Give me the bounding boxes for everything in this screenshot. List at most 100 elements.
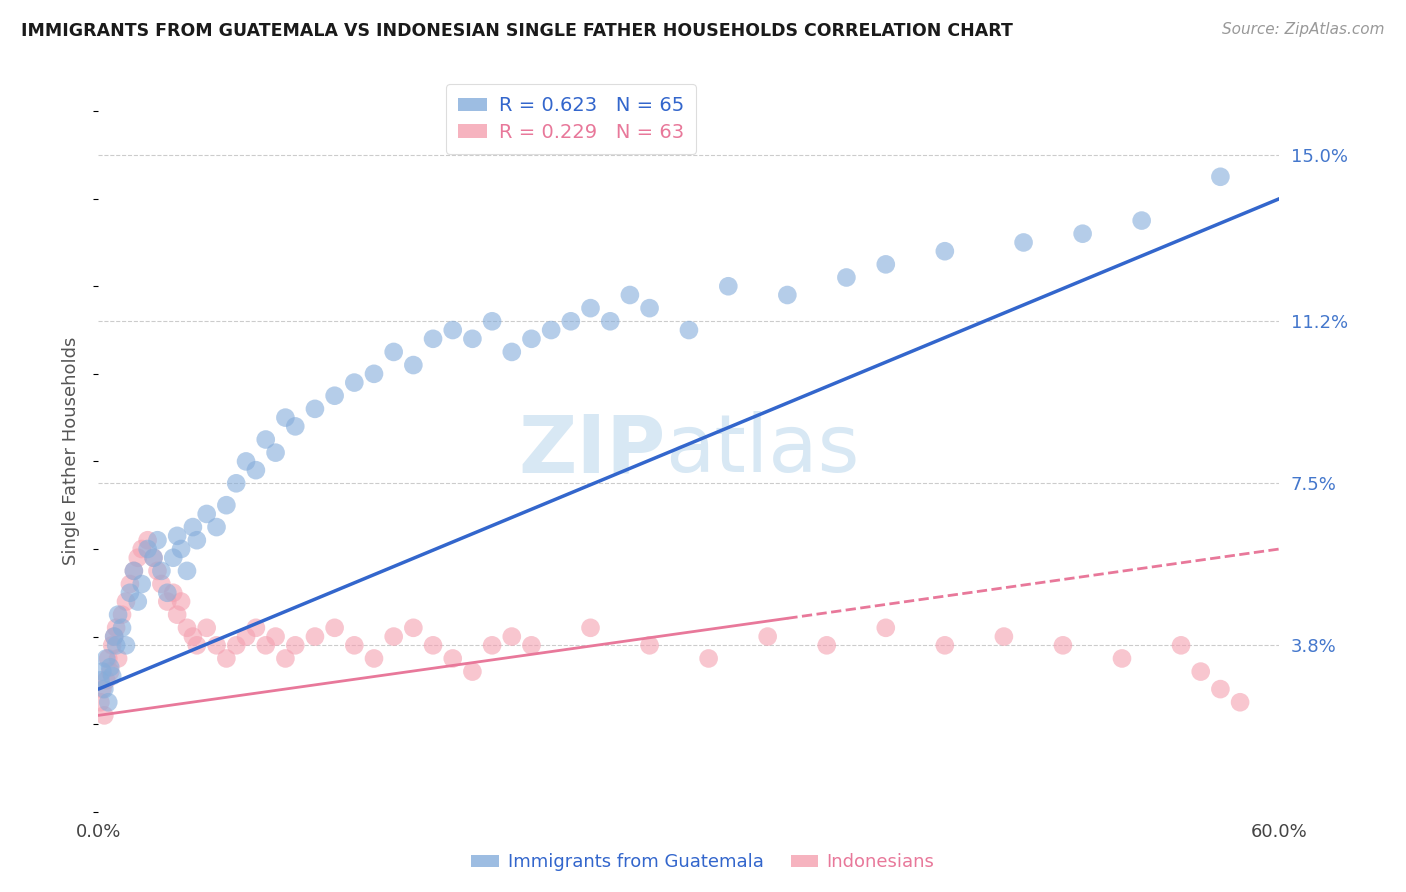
Point	[1111, 651, 1133, 665]
Point	[599, 314, 621, 328]
Point	[131, 577, 153, 591]
Point	[1052, 638, 1074, 652]
Point	[934, 244, 956, 259]
Legend: Immigrants from Guatemala, Indonesians: Immigrants from Guatemala, Indonesians	[464, 847, 942, 879]
Point	[638, 638, 661, 652]
Point	[363, 367, 385, 381]
Point	[150, 577, 173, 591]
Point	[107, 651, 129, 665]
Point	[638, 301, 661, 315]
Point	[105, 638, 128, 652]
Point	[115, 638, 138, 652]
Text: atlas: atlas	[665, 411, 859, 490]
Point	[235, 454, 257, 468]
Point	[254, 433, 277, 447]
Point	[93, 682, 115, 697]
Point	[97, 695, 120, 709]
Point	[284, 419, 307, 434]
Point	[156, 594, 179, 608]
Point	[422, 638, 444, 652]
Point	[402, 358, 425, 372]
Point	[142, 550, 165, 565]
Point	[97, 651, 120, 665]
Point	[127, 550, 149, 565]
Point	[264, 630, 287, 644]
Point	[934, 638, 956, 652]
Point	[501, 630, 523, 644]
Point	[225, 638, 247, 652]
Point	[98, 660, 121, 674]
Point	[166, 607, 188, 622]
Text: IMMIGRANTS FROM GUATEMALA VS INDONESIAN SINGLE FATHER HOUSEHOLDS CORRELATION CHA: IMMIGRANTS FROM GUATEMALA VS INDONESIAN …	[21, 22, 1012, 40]
Point	[146, 564, 169, 578]
Point	[195, 507, 218, 521]
Point	[441, 651, 464, 665]
Point	[103, 630, 125, 644]
Point	[835, 270, 858, 285]
Point	[697, 651, 720, 665]
Point	[579, 621, 602, 635]
Point	[122, 564, 145, 578]
Point	[441, 323, 464, 337]
Point	[118, 577, 141, 591]
Point	[101, 638, 124, 652]
Point	[1170, 638, 1192, 652]
Point	[560, 314, 582, 328]
Point	[343, 638, 366, 652]
Point	[323, 621, 346, 635]
Point	[1130, 213, 1153, 227]
Point	[343, 376, 366, 390]
Point	[1071, 227, 1094, 241]
Point	[127, 594, 149, 608]
Point	[284, 638, 307, 652]
Point	[142, 550, 165, 565]
Point	[717, 279, 740, 293]
Point	[170, 541, 193, 556]
Point	[115, 594, 138, 608]
Point	[162, 586, 184, 600]
Point	[215, 651, 238, 665]
Point	[245, 621, 267, 635]
Point	[118, 586, 141, 600]
Point	[122, 564, 145, 578]
Point	[756, 630, 779, 644]
Text: ZIP: ZIP	[517, 411, 665, 490]
Point	[156, 586, 179, 600]
Point	[274, 410, 297, 425]
Point	[205, 520, 228, 534]
Point	[363, 651, 385, 665]
Point	[103, 630, 125, 644]
Point	[1209, 169, 1232, 184]
Point	[111, 607, 134, 622]
Point	[1209, 682, 1232, 697]
Point	[481, 314, 503, 328]
Point	[215, 498, 238, 512]
Point	[323, 389, 346, 403]
Point	[875, 621, 897, 635]
Point	[776, 288, 799, 302]
Point	[186, 638, 208, 652]
Point	[619, 288, 641, 302]
Point	[136, 533, 159, 548]
Point	[136, 541, 159, 556]
Point	[93, 708, 115, 723]
Point	[89, 673, 111, 688]
Point	[1229, 695, 1251, 709]
Point	[461, 332, 484, 346]
Point	[150, 564, 173, 578]
Point	[89, 695, 111, 709]
Point	[146, 533, 169, 548]
Point	[96, 673, 118, 688]
Point	[166, 529, 188, 543]
Point	[678, 323, 700, 337]
Point	[993, 630, 1015, 644]
Point	[304, 630, 326, 644]
Point	[101, 669, 124, 683]
Point	[235, 630, 257, 644]
Point	[875, 257, 897, 271]
Y-axis label: Single Father Households: Single Father Households	[62, 336, 80, 565]
Point	[105, 621, 128, 635]
Point	[1012, 235, 1035, 250]
Point	[91, 665, 114, 679]
Point	[162, 550, 184, 565]
